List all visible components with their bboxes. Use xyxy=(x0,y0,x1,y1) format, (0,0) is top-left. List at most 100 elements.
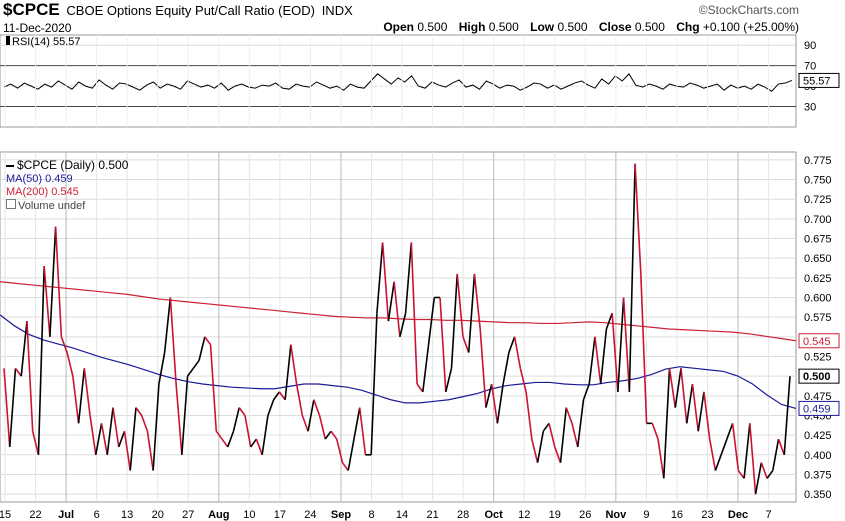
price-segment xyxy=(140,415,149,432)
rsi-tick-label: 30 xyxy=(804,102,816,114)
price-segment xyxy=(215,430,223,440)
price-segment xyxy=(393,281,401,337)
price-segment xyxy=(536,431,545,463)
price-segment xyxy=(508,336,516,353)
x-tick-label: Oct xyxy=(485,509,504,521)
price-segment xyxy=(548,423,556,448)
watermark: ©StockCharts.com xyxy=(698,3,799,17)
price-segment xyxy=(209,344,218,432)
price-segment xyxy=(467,273,476,353)
close-value: 0.500 xyxy=(634,20,665,34)
open-label: Open xyxy=(383,20,415,34)
price-segment xyxy=(169,297,177,385)
price-segment xyxy=(531,438,539,463)
price-segment xyxy=(381,242,390,322)
price-segment xyxy=(422,344,430,392)
price-segment xyxy=(324,430,332,440)
price-segment xyxy=(456,273,464,337)
price-segment xyxy=(370,313,378,455)
symbol-description: CBOE Options Equity Put/Call Ratio (EOD) xyxy=(66,3,315,18)
price-segment xyxy=(238,407,246,416)
ma50-line xyxy=(0,314,797,409)
price-segment xyxy=(60,336,68,353)
x-tick-label: 19 xyxy=(549,509,561,521)
price-segment xyxy=(737,470,745,479)
price-segment xyxy=(640,273,648,424)
price-tick-label: 0.425 xyxy=(804,430,832,442)
price-segment xyxy=(20,321,28,377)
price-segment xyxy=(313,399,321,416)
price-tick-label: 0.400 xyxy=(804,450,832,462)
x-tick-label: Jul xyxy=(58,509,74,521)
x-tick-label: 28 xyxy=(457,509,469,521)
price-segment xyxy=(490,383,499,424)
last-close-value-box xyxy=(798,368,840,384)
price-segment xyxy=(3,368,11,448)
price-segment xyxy=(588,336,596,385)
price-segment xyxy=(95,423,103,455)
price-segment xyxy=(14,367,22,377)
price-segment xyxy=(720,438,728,456)
price-segment xyxy=(662,368,671,479)
price-segment xyxy=(726,423,734,440)
rsi-panel-frame xyxy=(0,34,797,128)
price-tick-label: 0.575 xyxy=(804,312,832,324)
price-segment xyxy=(439,297,447,392)
price-segment xyxy=(255,438,263,456)
last-close-value-label: 0.500 xyxy=(803,371,831,383)
chg-value: +0.100 (+25.00%) xyxy=(702,20,799,34)
price-segment xyxy=(387,281,395,322)
x-tick-label: 20 xyxy=(152,509,164,521)
price-segment xyxy=(129,407,137,471)
price-segment xyxy=(284,344,292,400)
price-segment xyxy=(307,399,315,432)
price-segment xyxy=(542,422,550,432)
price-segment xyxy=(330,430,338,440)
price-segment xyxy=(106,407,114,455)
x-tick-label: Sep xyxy=(331,509,351,521)
price-segment xyxy=(594,336,602,385)
price-segment xyxy=(181,376,189,455)
price-segment xyxy=(708,438,717,471)
x-tick-label: 17 xyxy=(274,509,286,521)
price-segment xyxy=(410,242,418,385)
price-segment xyxy=(485,383,493,408)
price-segment xyxy=(657,438,665,479)
price-segment xyxy=(582,383,590,401)
price-tick-label: 0.725 xyxy=(804,194,832,206)
price-segment xyxy=(37,266,45,455)
low-label: Low xyxy=(530,20,555,34)
price-legend-text: $CPCE (Daily) 0.500 xyxy=(17,158,129,172)
open-value: 0.500 xyxy=(417,20,448,34)
price-segment xyxy=(198,336,206,361)
price-segment xyxy=(525,391,533,440)
price-segment xyxy=(250,438,258,448)
rsi-legend-text: RSI(14) 55.57 xyxy=(12,36,81,48)
price-segment xyxy=(186,367,194,377)
price-segment xyxy=(341,462,349,472)
ma50-legend-text: MA(50) 0.459 xyxy=(6,173,73,185)
price-segment xyxy=(295,383,304,416)
ma50-legend: MA(50) 0.459 xyxy=(6,173,73,185)
price-segment xyxy=(43,265,51,337)
x-tick-label: 10 xyxy=(243,509,255,521)
price-segment xyxy=(158,352,166,385)
price-segment xyxy=(668,368,677,408)
volume-legend-text: Volume undef xyxy=(18,200,86,212)
chg-label: Chg xyxy=(676,20,700,34)
price-segment xyxy=(685,383,694,424)
price-segment xyxy=(502,352,510,385)
x-tick-label: 26 xyxy=(579,509,591,521)
price-segment xyxy=(89,415,97,455)
price-segment xyxy=(697,391,705,432)
x-tick-label: 13 xyxy=(121,509,133,521)
price-segment xyxy=(204,336,212,346)
x-tick-label: 27 xyxy=(182,509,194,521)
price-segment xyxy=(31,431,40,455)
price-segment xyxy=(462,336,470,353)
price-segment xyxy=(221,438,229,448)
price-segment xyxy=(444,368,453,393)
price-tick-label: 0.600 xyxy=(804,293,832,305)
price-segment xyxy=(267,399,275,416)
